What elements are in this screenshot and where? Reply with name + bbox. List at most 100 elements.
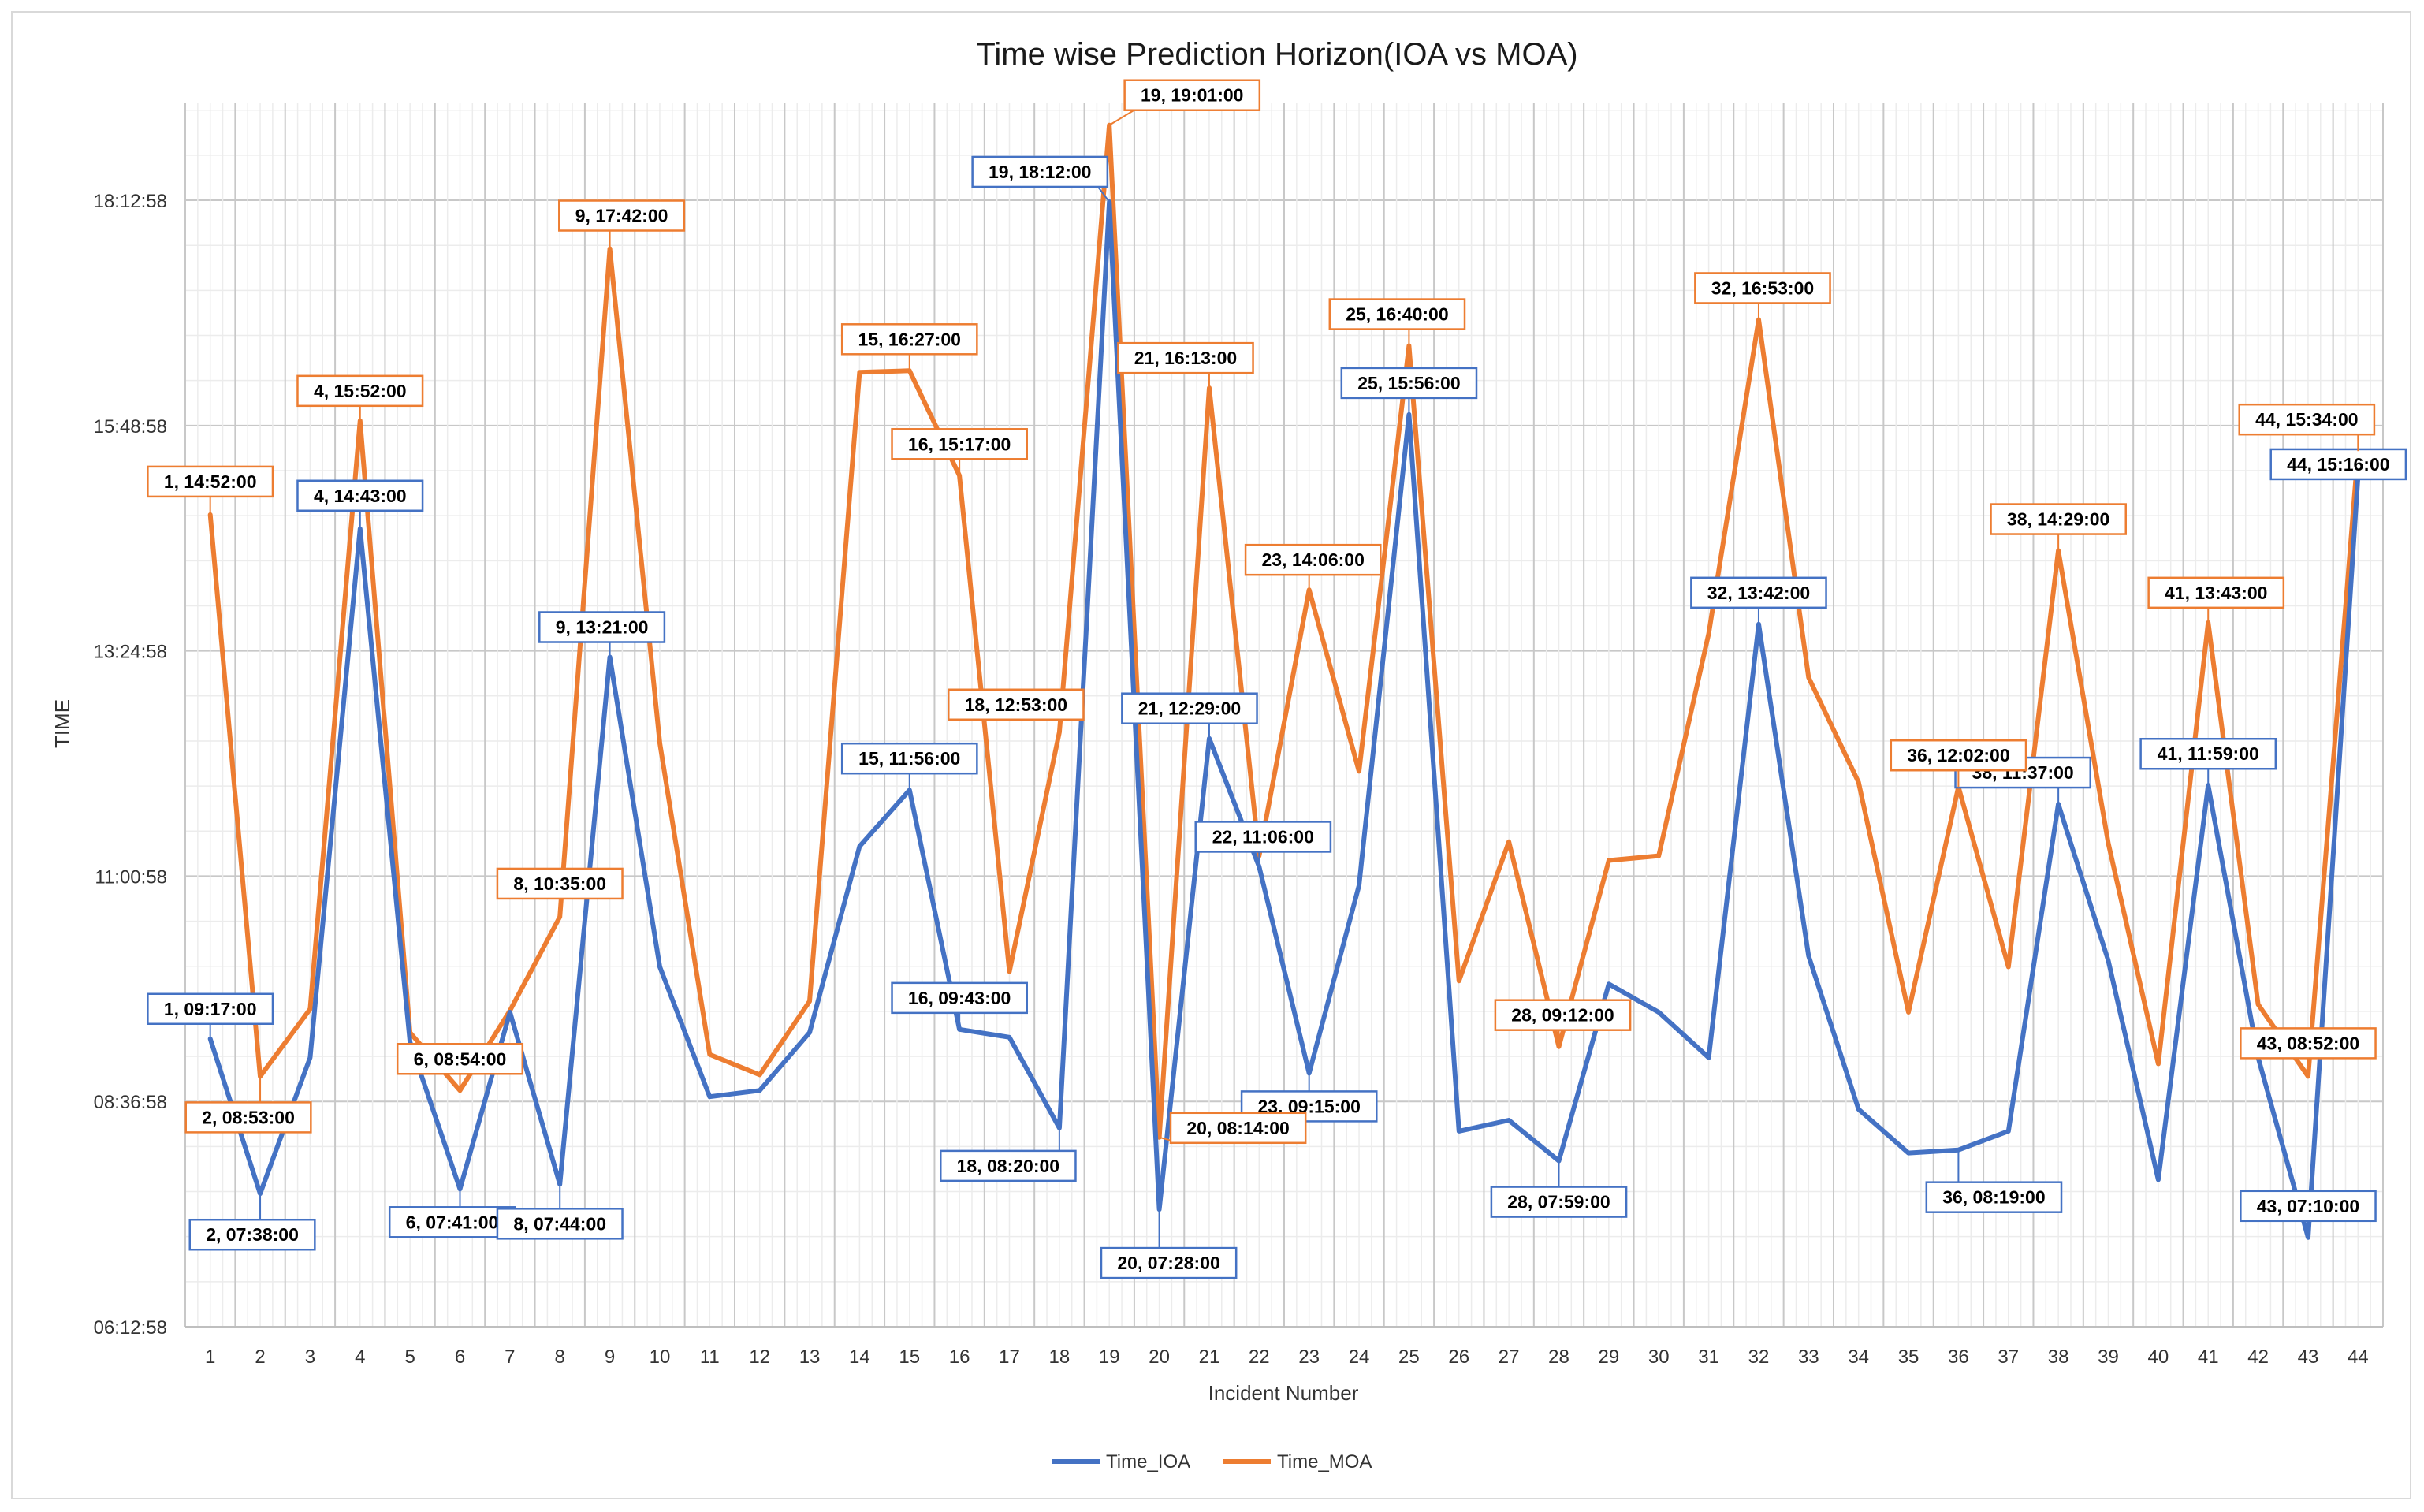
data-label-text: 8, 07:44:00 xyxy=(513,1213,606,1234)
data-label: 32, 13:42:00 xyxy=(1690,576,1827,624)
x-tick-label: 39 xyxy=(2098,1346,2119,1368)
series-line-time-ioa xyxy=(207,199,2361,1240)
data-label-box xyxy=(940,1149,1077,1182)
data-label-text: 8, 10:35:00 xyxy=(513,873,606,894)
data-label-box xyxy=(147,465,274,498)
data-label-text: 2, 08:53:00 xyxy=(202,1107,295,1127)
data-label-text: 4, 14:43:00 xyxy=(314,486,407,506)
data-label-box xyxy=(2269,448,2407,481)
data-label: 21, 16:13:00 xyxy=(1117,341,1254,389)
x-tick-label: 36 xyxy=(1948,1346,1969,1368)
data-label-box xyxy=(1123,79,1261,111)
x-tick-label: 8 xyxy=(555,1346,565,1368)
data-label-box xyxy=(296,479,424,512)
data-label-box xyxy=(948,688,1085,721)
data-label: 16, 09:43:00 xyxy=(891,981,1028,1030)
x-tick-label: 31 xyxy=(1698,1346,1719,1368)
data-label: 44, 15:16:00 xyxy=(2269,448,2407,481)
data-label: 1, 14:52:00 xyxy=(147,465,274,515)
data-label-box xyxy=(971,155,1109,188)
data-label: 4, 14:43:00 xyxy=(296,479,424,529)
y-tick-label: 06:12:58 xyxy=(94,1317,167,1339)
data-label: 6, 07:41:00 xyxy=(388,1189,516,1238)
x-tick-label: 40 xyxy=(2148,1346,2169,1368)
y-tick-label: 15:48:58 xyxy=(94,416,167,438)
data-label-box xyxy=(388,1206,516,1238)
data-label-box xyxy=(1340,367,1478,400)
data-label-box xyxy=(891,981,1028,1015)
x-tick-label: 25 xyxy=(1398,1346,1420,1368)
data-label-text: 44, 15:16:00 xyxy=(2287,454,2389,475)
x-tick-label: 26 xyxy=(1448,1346,1469,1368)
data-label-text: 25, 16:40:00 xyxy=(1346,304,1448,325)
data-label: 23, 14:06:00 xyxy=(1244,543,1382,590)
x-tick-label: 16 xyxy=(949,1346,970,1368)
x-tick-label: 1 xyxy=(205,1346,215,1368)
x-tick-label: 43 xyxy=(2298,1346,2319,1368)
data-label-box xyxy=(188,1218,316,1251)
x-tick-label: 44 xyxy=(2348,1346,2369,1368)
chart-title: Time wise Prediction Horizon(IOA vs MOA) xyxy=(976,37,1577,72)
data-label-box xyxy=(1121,692,1258,724)
data-label-box xyxy=(1244,543,1382,576)
legend: Time_IOA Time_MOA xyxy=(1052,1451,1372,1473)
data-label: 41, 13:43:00 xyxy=(2147,576,2285,623)
x-tick-label: 23 xyxy=(1298,1346,1320,1368)
data-label: 44, 15:34:00 xyxy=(2238,403,2376,452)
data-label-box xyxy=(1494,999,1632,1031)
data-label-box xyxy=(2238,403,2376,436)
x-tick-label: 12 xyxy=(749,1346,770,1368)
data-label-box xyxy=(1194,821,1332,853)
data-label-text: 6, 07:41:00 xyxy=(406,1212,499,1232)
x-tick-label: 14 xyxy=(849,1346,870,1368)
data-label-text: 1, 09:17:00 xyxy=(164,999,257,1019)
data-label-box xyxy=(1117,341,1254,374)
data-label-box xyxy=(1990,503,2127,535)
y-tick-label: 18:12:58 xyxy=(94,191,167,212)
data-label-text: 15, 16:27:00 xyxy=(858,329,961,349)
data-label-box xyxy=(184,1101,312,1134)
data-label: 2, 08:53:00 xyxy=(184,1076,312,1134)
data-label-text: 36, 12:02:00 xyxy=(1907,745,2009,765)
legend-label-ioa: Time_IOA xyxy=(1106,1451,1190,1473)
data-label-leader xyxy=(1097,186,1111,203)
data-label-box xyxy=(2240,1190,2377,1223)
x-tick-label: 10 xyxy=(650,1346,671,1368)
data-label: 1, 09:17:00 xyxy=(147,992,274,1039)
data-label-text: 41, 11:59:00 xyxy=(2158,743,2259,764)
data-label-text: 20, 07:28:00 xyxy=(1117,1253,1219,1273)
x-tick-label: 29 xyxy=(1599,1346,1620,1368)
x-tick-label: 20 xyxy=(1149,1346,1170,1368)
legend-label-moa: Time_MOA xyxy=(1277,1451,1372,1473)
x-tick-label: 17 xyxy=(999,1346,1020,1368)
data-label-box xyxy=(1890,739,2027,772)
data-label-text: 9, 17:42:00 xyxy=(575,206,668,226)
data-label-box xyxy=(147,992,274,1026)
x-tick-label: 7 xyxy=(505,1346,515,1368)
x-axis-title: Incident Number xyxy=(1208,1381,1359,1405)
y-axis-title: TIME xyxy=(50,699,74,748)
data-label: 6, 08:54:00 xyxy=(396,1043,524,1091)
data-label-box xyxy=(1100,1246,1238,1279)
data-label-text: 6, 08:54:00 xyxy=(414,1048,507,1069)
x-tick-label: 32 xyxy=(1748,1346,1770,1368)
data-label-text: 43, 07:10:00 xyxy=(2257,1196,2359,1216)
data-label: 15, 11:56:00 xyxy=(840,742,978,791)
x-tick-label: 38 xyxy=(2048,1346,2069,1368)
x-tick-label: 18 xyxy=(1049,1346,1071,1368)
data-label-text: 21, 12:29:00 xyxy=(1138,698,1241,719)
data-label: 20, 07:28:00 xyxy=(1100,1209,1238,1279)
data-label-box xyxy=(296,374,424,408)
data-label: 28, 09:12:00 xyxy=(1494,999,1632,1047)
data-label-text: 19, 18:12:00 xyxy=(989,162,1091,182)
data-label: 21, 12:29:00 xyxy=(1121,692,1258,739)
x-tick-label: 6 xyxy=(455,1346,465,1368)
x-tick-label: 42 xyxy=(2247,1346,2269,1368)
data-label-box xyxy=(1694,272,1831,304)
data-label: 8, 07:44:00 xyxy=(496,1184,624,1240)
data-label-text: 16, 15:17:00 xyxy=(908,434,1011,454)
data-label: 43, 07:10:00 xyxy=(2240,1190,2377,1238)
data-label: 36, 08:19:00 xyxy=(1925,1149,2063,1213)
data-label-text: 4, 15:52:00 xyxy=(314,381,407,401)
